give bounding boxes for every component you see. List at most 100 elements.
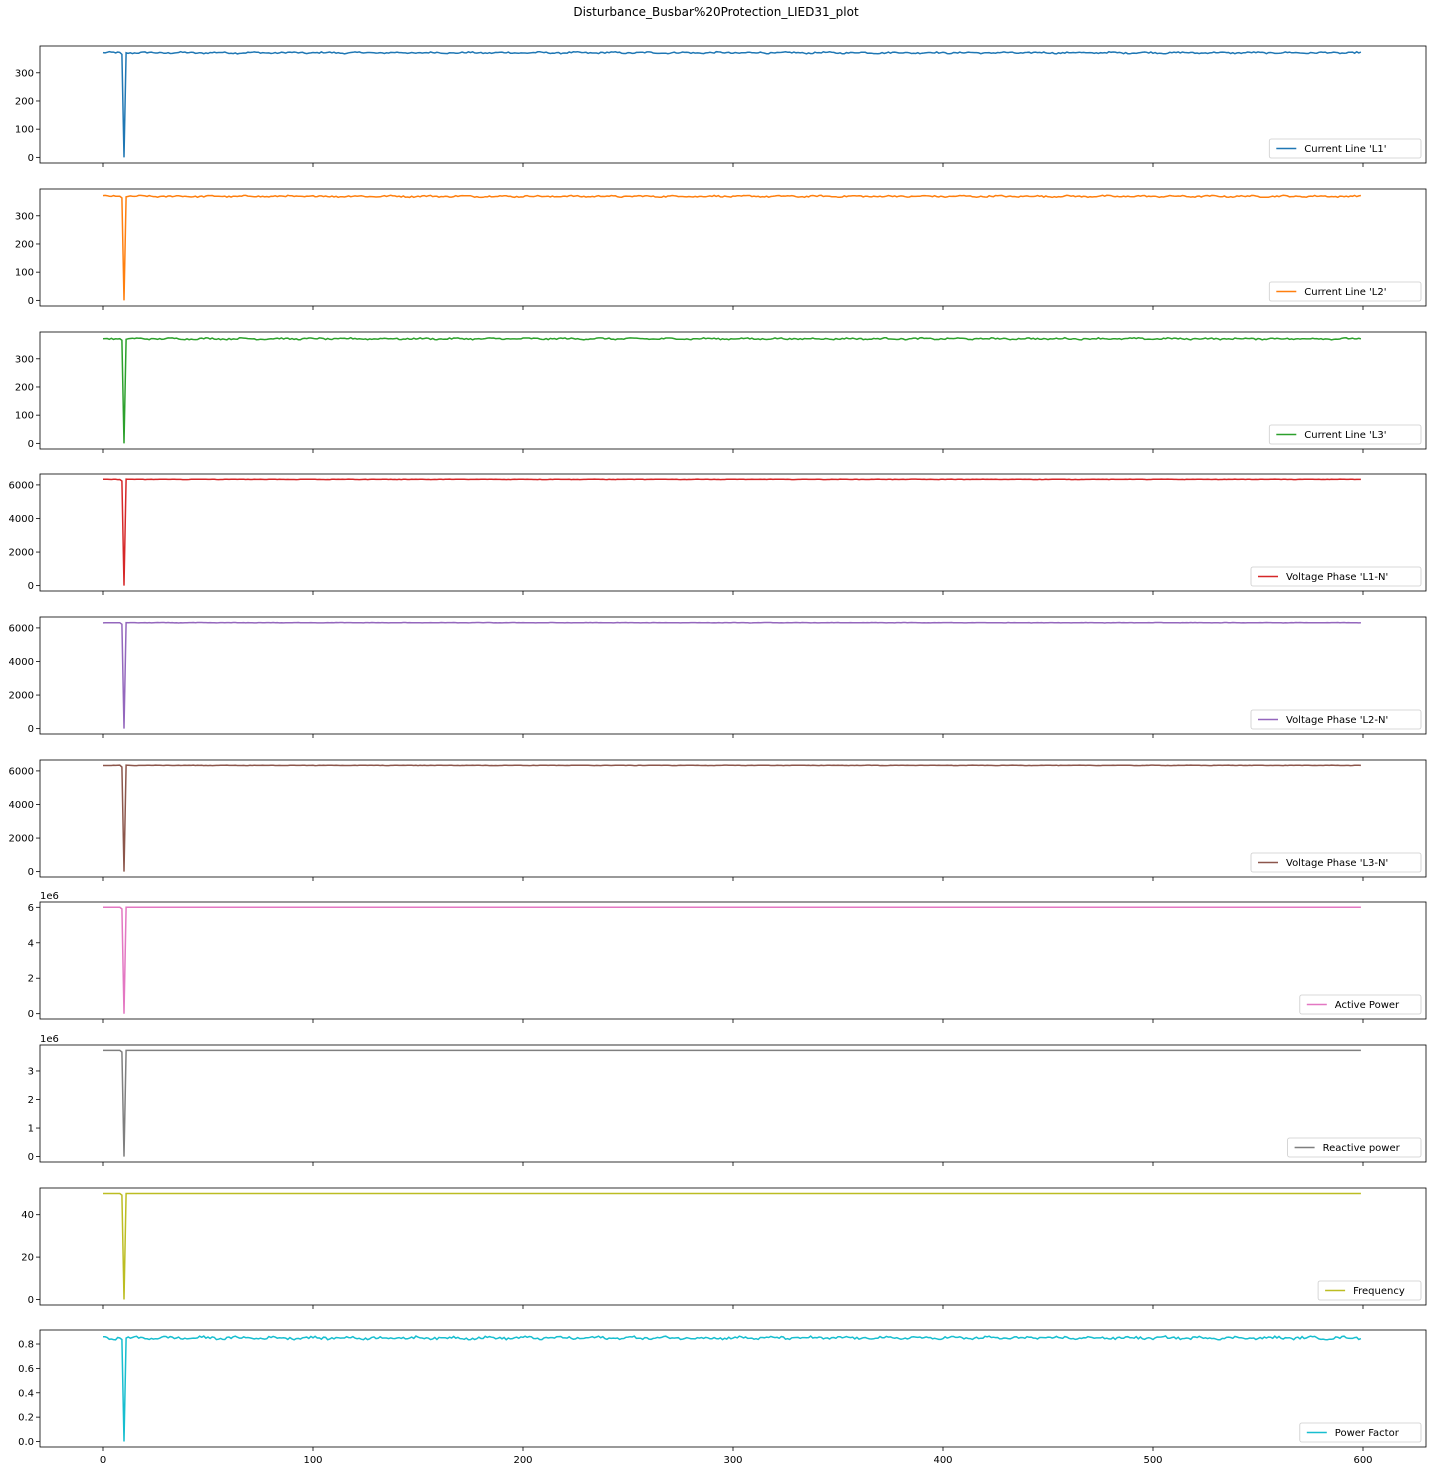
legend-label: Frequency (1353, 1286, 1405, 1297)
subplot-10: 0.0 0.2 0.4 0.6 0.8 0 100 200 300 400 500 600 Power … (18, 1329, 1427, 1466)
x-tick-label: 0 (100, 1455, 106, 1466)
y-tick-label: 300 (15, 211, 34, 222)
series-line-2 (102, 194, 1362, 301)
y-tick-label: 0.4 (18, 1388, 34, 1399)
axes-frame (39, 473, 1427, 592)
series-line-8 (103, 1049, 1361, 1157)
series-line-7 (103, 906, 1361, 1014)
legend: Voltage Phase 'L1-N' (1250, 566, 1422, 587)
y-tick-label: 2 (28, 1095, 34, 1106)
y-tick-label: 40 (21, 1210, 34, 1221)
series-line-3 (102, 336, 1362, 444)
legend: Current Line 'L2' (1268, 281, 1422, 302)
legend-label: Voltage Phase 'L1-N' (1286, 572, 1388, 583)
x-tick-label: 500 (1143, 1455, 1162, 1466)
offset-text: 1e6 (40, 1034, 59, 1045)
subplot-6: 0 2000 4000 6000 Voltage Phase 'L3-N' (9, 759, 1427, 881)
legend: Frequency (1317, 1280, 1422, 1301)
legend-label: Voltage Phase 'L2-N' (1286, 715, 1388, 726)
x-tick-label: 100 (303, 1455, 322, 1466)
axes-frame (39, 331, 1427, 450)
axes-frame (39, 616, 1427, 735)
y-tick-label: 0 (28, 296, 34, 307)
figure-title: Disturbance_Busbar%20Protection_LIED31_p… (573, 5, 859, 19)
y-tick-label: 6 (28, 903, 34, 914)
legend: Voltage Phase 'L3-N' (1250, 852, 1422, 873)
y-tick-label: 6000 (9, 480, 34, 491)
y-tick-label: 20 (21, 1253, 34, 1264)
y-tick-label: 0 (28, 867, 34, 878)
series-line-5 (102, 621, 1361, 729)
axes-frame (39, 1044, 1427, 1163)
legend: Reactive power (1287, 1137, 1422, 1158)
x-tick-label: 400 (933, 1455, 952, 1466)
legend-label: Power Factor (1335, 1428, 1400, 1439)
y-tick-label: 200 (15, 382, 34, 393)
y-tick-label: 4000 (9, 657, 34, 668)
y-tick-label: 0 (28, 1295, 34, 1306)
axes-frame (39, 759, 1427, 878)
subplot-3: 0 100 200 300 Current Line 'L3' (15, 331, 1427, 453)
y-tick-label: 6000 (9, 623, 34, 634)
subplot-5: 0 2000 4000 6000 Voltage Phase 'L2-N' (9, 616, 1427, 738)
y-tick-label: 4000 (9, 800, 34, 811)
legend: Current Line 'L1' (1268, 138, 1422, 159)
legend-label: Current Line 'L3' (1304, 430, 1386, 441)
y-tick-label: 0 (28, 1152, 34, 1163)
y-tick-label: 2 (28, 974, 34, 985)
series-line-1 (102, 50, 1362, 158)
y-tick-label: 100 (15, 411, 34, 422)
y-tick-label: 2000 (9, 548, 34, 559)
axes-frame (39, 1329, 1427, 1448)
y-tick-label: 3 (28, 1066, 34, 1077)
subplot-2: 0 100 200 300 Current Line 'L2' (15, 188, 1427, 310)
x-tick-label: 300 (723, 1455, 742, 1466)
y-tick-label: 4000 (9, 514, 34, 525)
y-tick-label: 0 (28, 581, 34, 592)
axes-frame (39, 188, 1427, 307)
legend-label: Current Line 'L2' (1304, 287, 1386, 298)
offset-text: 1e6 (40, 891, 59, 902)
legend: Voltage Phase 'L2-N' (1250, 709, 1422, 730)
series-line-4 (102, 478, 1361, 586)
subplot-9: 0 20 40 Frequency (21, 1187, 1427, 1309)
legend-label: Current Line 'L1' (1304, 144, 1386, 155)
legend: Active Power (1299, 994, 1422, 1015)
y-tick-label: 0.6 (18, 1364, 34, 1375)
series-line-10 (103, 1335, 1362, 1442)
y-tick-label: 100 (15, 125, 34, 136)
legend-label: Voltage Phase 'L3-N' (1286, 858, 1388, 869)
legend-label: Reactive power (1323, 1143, 1401, 1154)
subplot-1: 0 100 200 300 Current Line 'L1' (15, 45, 1427, 167)
subplot-7: 0 2 4 6 1e6 Active Power (28, 891, 1427, 1023)
y-tick-label: 200 (15, 96, 34, 107)
y-tick-label: 4 (28, 938, 34, 949)
y-tick-label: 0 (28, 439, 34, 450)
series-line-6 (103, 764, 1361, 872)
series-line-9 (103, 1192, 1361, 1300)
y-tick-label: 0.2 (18, 1413, 34, 1424)
legend: Current Line 'L3' (1268, 424, 1422, 445)
subplot-4: 0 2000 4000 6000 Voltage Phase 'L1-N' (9, 473, 1427, 595)
x-tick-label: 600 (1353, 1455, 1372, 1466)
y-tick-label: 2000 (9, 691, 34, 702)
legend: Power Factor (1299, 1422, 1422, 1443)
legend-label: Active Power (1335, 1000, 1400, 1011)
y-tick-label: 0.8 (18, 1340, 34, 1351)
y-tick-label: 1 (28, 1124, 34, 1135)
y-tick-label: 100 (15, 268, 34, 279)
y-tick-label: 0 (28, 724, 34, 735)
y-tick-label: 0.0 (18, 1437, 34, 1448)
y-tick-label: 300 (15, 354, 34, 365)
y-tick-label: 0 (28, 1009, 34, 1020)
y-tick-label: 200 (15, 239, 34, 250)
axes-frame (39, 1187, 1427, 1306)
y-tick-label: 300 (15, 68, 34, 79)
y-tick-label: 6000 (9, 766, 34, 777)
y-tick-label: 2000 (9, 834, 34, 845)
axes-frame (39, 901, 1427, 1020)
subplot-8: 0 1 2 3 1e6 Reactive power (28, 1034, 1427, 1166)
axes-frame (39, 45, 1427, 164)
x-tick-label: 200 (513, 1455, 532, 1466)
